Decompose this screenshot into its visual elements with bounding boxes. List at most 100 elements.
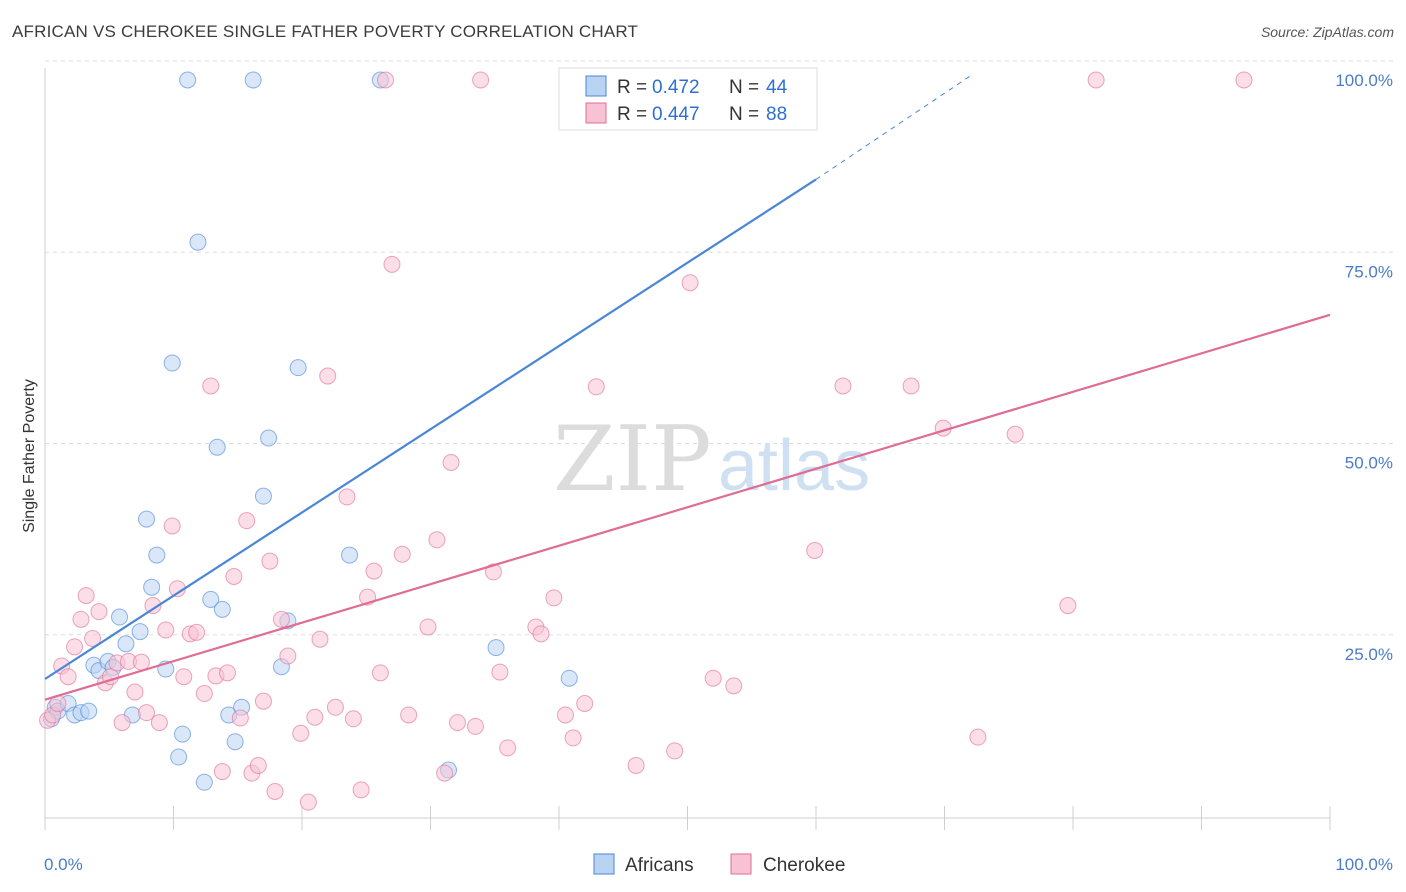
data-point-africans [244, 71, 262, 89]
data-point-africans [289, 359, 307, 377]
data-point-africans [143, 578, 161, 596]
y-tick-label: 75.0% [1345, 262, 1393, 281]
trend-line-africans [44, 178, 817, 680]
data-point-cherokee [306, 708, 324, 726]
data-point-cherokee [238, 512, 256, 530]
legend-n-value-africans: 44 [766, 77, 788, 98]
data-point-cherokee [352, 781, 370, 799]
x-axis-ticks [44, 806, 1331, 830]
data-point-cherokee [132, 653, 150, 671]
data-point-africans [195, 773, 213, 791]
data-point-cherokee [377, 71, 395, 89]
trend-line-cherokee [44, 313, 1331, 701]
data-point-cherokee [163, 517, 181, 535]
data-point-africans [213, 600, 231, 618]
data-point-cherokee [202, 377, 220, 395]
legend-r-value-cherokee: 0.447 [652, 104, 700, 125]
data-point-cherokee [126, 683, 144, 701]
data-point-cherokee [188, 623, 206, 641]
source-label: Source: ZipAtlas.com [1260, 24, 1394, 40]
data-point-cherokee [545, 589, 563, 607]
data-point-cherokee [442, 454, 460, 471]
data-point-cherokee [472, 71, 490, 89]
data-point-africans [202, 590, 220, 608]
legend-r-label-africans: R = [617, 77, 647, 98]
legend-r-value-africans: 0.472 [652, 77, 700, 98]
data-point-cherokee [1006, 425, 1024, 443]
x-tick-label-max: 100.0% [1335, 855, 1393, 874]
series-cherokee-points [39, 71, 1253, 811]
data-point-africans [260, 429, 278, 447]
data-point-africans [131, 623, 149, 641]
data-point-cherokee [681, 274, 699, 292]
data-point-cherokee [113, 714, 131, 732]
y-tick-labels: 25.0% 50.0% 75.0% 100.0% [1335, 71, 1393, 664]
data-point-africans [226, 733, 244, 751]
data-point-africans [163, 354, 181, 372]
data-point-cherokee [1235, 71, 1253, 89]
legend-swatch-cherokee [585, 102, 607, 124]
data-point-cherokee [175, 668, 193, 686]
data-point-cherokee [59, 668, 77, 686]
data-point-cherokee [279, 647, 297, 665]
data-point-cherokee [400, 706, 418, 724]
data-point-cherokee [195, 685, 213, 703]
data-point-cherokee [704, 669, 722, 687]
bottom-legend-swatch-africans [593, 853, 615, 875]
data-point-africans [80, 702, 98, 720]
legend: R = 0.472 N = 44 R = 0.447 N = 88 [558, 67, 818, 131]
data-point-cherokee [249, 756, 267, 774]
data-point-cherokee [484, 563, 502, 581]
data-point-cherokee [144, 597, 162, 615]
data-point-cherokee [231, 709, 249, 727]
data-point-cherokee [428, 531, 446, 549]
data-point-cherokee [969, 728, 987, 746]
data-point-africans [138, 510, 156, 528]
legend-n-label-cherokee: N = [729, 104, 759, 125]
data-point-cherokee [213, 763, 231, 781]
data-point-cherokee [393, 545, 411, 563]
data-point-cherokee [157, 621, 175, 639]
data-point-africans [208, 438, 226, 456]
data-point-cherokee [564, 729, 582, 747]
data-point-cherokee [299, 793, 317, 811]
data-point-cherokee [902, 377, 920, 395]
data-point-cherokee [499, 739, 517, 757]
data-point-africans [254, 487, 272, 505]
watermark-zip: ZIP [553, 407, 712, 512]
trend-line-africans-extension [815, 75, 971, 180]
data-point-africans [173, 725, 191, 743]
data-point-cherokee [319, 367, 337, 385]
data-point-cherokee [576, 694, 594, 712]
data-point-cherokee [725, 677, 743, 695]
bottom-legend-label-africans: Africans [625, 855, 694, 876]
data-point-cherokee [254, 692, 272, 710]
chart-title: AFRICAN VS CHEROKEE SINGLE FATHER POVERT… [12, 22, 639, 41]
data-point-cherokee [272, 610, 290, 628]
legend-n-label-africans: N = [729, 77, 759, 98]
watermark: ZIP atlas [553, 407, 870, 512]
data-point-cherokee [218, 664, 236, 682]
bottom-legend-label-cherokee: Cherokee [763, 855, 845, 876]
y-tick-label: 100.0% [1335, 71, 1393, 90]
bottom-legend-swatch-cherokee [730, 853, 752, 875]
data-point-cherokee [1087, 71, 1105, 89]
x-tick-label-min: 0.0% [44, 855, 83, 874]
data-point-cherokee [436, 764, 454, 782]
data-point-cherokee [371, 664, 389, 682]
x-tick-labels: 0.0% 100.0% [44, 855, 1393, 874]
data-point-cherokee [261, 552, 279, 570]
data-point-cherokee [383, 255, 401, 273]
data-point-cherokee [292, 724, 310, 742]
legend-swatch-africans [585, 75, 607, 97]
data-point-cherokee [138, 704, 156, 722]
data-point-cherokee [806, 541, 824, 559]
data-point-cherokee [365, 562, 383, 580]
data-point-cherokee [90, 603, 108, 621]
data-point-cherokee [466, 717, 484, 735]
data-point-cherokee [266, 782, 284, 800]
data-point-africans [148, 546, 166, 564]
y-axis-label: Single Father Poverty [21, 379, 38, 533]
data-point-cherokee [326, 698, 344, 716]
